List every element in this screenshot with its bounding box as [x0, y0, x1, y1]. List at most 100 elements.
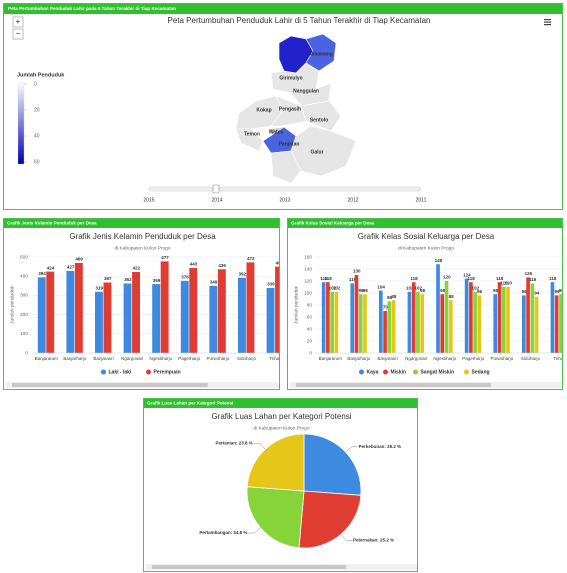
- legend-swatch[interactable]: [383, 369, 388, 375]
- bar[interactable]: [554, 295, 559, 353]
- bar[interactable]: [246, 262, 255, 353]
- data-label: 124: [463, 272, 471, 277]
- bar[interactable]: [37, 277, 46, 353]
- bar[interactable]: [444, 281, 449, 353]
- bar[interactable]: [391, 300, 396, 353]
- bar[interactable]: [501, 287, 506, 353]
- bar[interactable]: [266, 287, 275, 353]
- bar[interactable]: [152, 284, 161, 353]
- data-label: 102: [414, 285, 422, 290]
- legend-swatch[interactable]: [413, 369, 418, 375]
- bar[interactable]: [209, 285, 218, 353]
- bar[interactable]: [526, 277, 530, 353]
- pie-slice[interactable]: [303, 433, 362, 496]
- bar[interactable]: [334, 291, 339, 353]
- bar[interactable]: [326, 282, 330, 353]
- scrollbar-thumb[interactable]: [12, 383, 208, 387]
- legend-swatch[interactable]: [464, 369, 469, 375]
- bar[interactable]: [350, 283, 355, 353]
- bar[interactable]: [358, 294, 363, 353]
- bar[interactable]: [497, 282, 502, 353]
- scrollbar-thumb[interactable]: [152, 565, 347, 569]
- bar[interactable]: [534, 296, 539, 353]
- legend-label[interactable]: Kaya: [367, 369, 379, 375]
- chart-title: Grafik Jenis Kelamin Penduduk per Desa: [69, 232, 216, 241]
- bar[interactable]: [530, 283, 535, 353]
- bar[interactable]: [440, 294, 445, 353]
- panel-title: Grafik Kelas Sosial Keluarga per Desa: [291, 221, 375, 226]
- data-label: 427: [67, 265, 75, 270]
- slider-knob[interactable]: [212, 184, 220, 194]
- zoom-out[interactable]: [12, 28, 24, 40]
- bar[interactable]: [46, 271, 55, 353]
- legend-label[interactable]: Sedang: [472, 369, 490, 375]
- bar[interactable]: [493, 294, 498, 353]
- bar[interactable]: [383, 311, 387, 353]
- bar[interactable]: [416, 291, 420, 353]
- legend-label[interactable]: Miskin: [391, 369, 407, 375]
- data-label: 126: [525, 271, 533, 276]
- bar[interactable]: [189, 267, 198, 353]
- scrollbar-thumb[interactable]: [296, 383, 491, 387]
- bar[interactable]: [448, 300, 453, 353]
- bar[interactable]: [469, 282, 473, 353]
- bar[interactable]: [330, 291, 334, 353]
- bar[interactable]: [522, 295, 526, 353]
- data-label: 477: [161, 255, 169, 260]
- zoom-in[interactable]: [12, 16, 24, 28]
- bar[interactable]: [160, 261, 169, 353]
- bar[interactable]: [407, 291, 412, 353]
- data-label: 104: [377, 284, 385, 289]
- bar[interactable]: [74, 262, 83, 353]
- bar[interactable]: [321, 282, 326, 353]
- legend-swatch[interactable]: [359, 369, 364, 375]
- map-title: Peta Pertumbuhan Penduduk Lahir di 5 Tah…: [168, 16, 431, 25]
- legend-label[interactable]: Sangat Miskin: [421, 369, 455, 375]
- pie-slice[interactable]: [246, 486, 305, 549]
- region[interactable]: [290, 82, 332, 107]
- bar[interactable]: [103, 282, 112, 353]
- legend-label[interactable]: Laki - laki: [109, 369, 132, 375]
- menu-icon[interactable]: [544, 19, 551, 26]
- bar[interactable]: [387, 301, 392, 353]
- year-slider[interactable]: [148, 186, 422, 192]
- bar[interactable]: [363, 294, 367, 353]
- bar[interactable]: [559, 294, 563, 353]
- bar[interactable]: [217, 269, 226, 353]
- region[interactable]: [270, 62, 320, 94]
- region[interactable]: [235, 128, 264, 152]
- pie-slice[interactable]: [298, 490, 362, 549]
- land-panel: Grafik Luas Lahan per Kategori Potensi Gr…: [143, 398, 418, 572]
- bar[interactable]: [411, 282, 416, 353]
- bar[interactable]: [420, 294, 424, 353]
- bar[interactable]: [66, 271, 75, 353]
- y-tick-label: 60: [307, 314, 313, 320]
- bar[interactable]: [354, 275, 359, 353]
- legend-label[interactable]: Perempuan: [154, 369, 181, 375]
- bar[interactable]: [436, 264, 440, 353]
- pie-slice[interactable]: [246, 433, 305, 492]
- bar[interactable]: [180, 280, 189, 353]
- bar[interactable]: [550, 282, 555, 353]
- legend-swatch[interactable]: [101, 369, 106, 375]
- bar[interactable]: [123, 283, 132, 353]
- bar[interactable]: [238, 277, 246, 353]
- region[interactable]: [270, 150, 302, 184]
- region[interactable]: [290, 125, 357, 177]
- region[interactable]: [300, 100, 342, 132]
- chart: Grafik Luas Lahan per Kategori Potensi Gr…: [144, 399, 417, 570]
- bar[interactable]: [477, 295, 482, 353]
- bar[interactable]: [506, 287, 510, 353]
- legend-swatch[interactable]: [146, 369, 151, 375]
- bar[interactable]: [464, 278, 469, 353]
- bar[interactable]: [379, 290, 383, 353]
- region[interactable]: [305, 33, 337, 72]
- bar[interactable]: [275, 266, 280, 353]
- bar[interactable]: [132, 271, 140, 353]
- bar[interactable]: [95, 291, 103, 353]
- data-label: 118: [320, 276, 328, 281]
- y-tick-label: 160: [304, 254, 312, 260]
- year-label: 2015: [143, 197, 154, 203]
- bar[interactable]: [473, 291, 477, 353]
- data-label: Pertambangan: 24.8 %: [199, 530, 247, 535]
